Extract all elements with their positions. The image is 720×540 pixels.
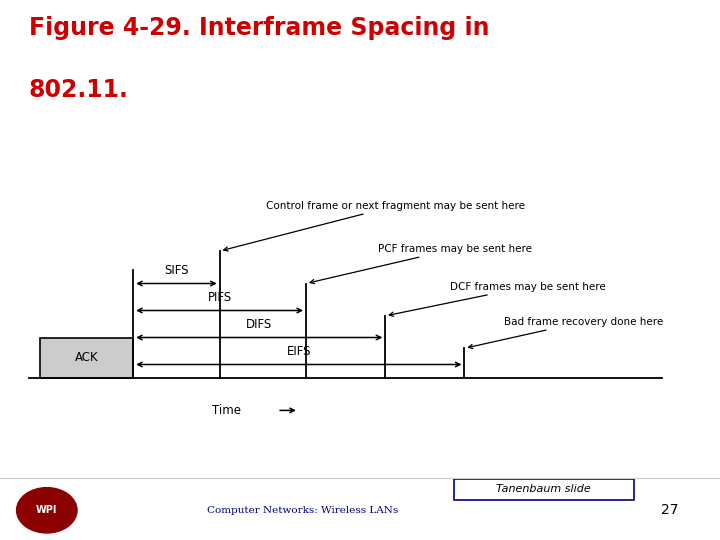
Circle shape xyxy=(17,488,77,533)
Text: Control frame or next fragment may be sent here: Control frame or next fragment may be se… xyxy=(224,200,526,251)
Text: Figure 4-29. Interframe Spacing in: Figure 4-29. Interframe Spacing in xyxy=(29,16,490,40)
Text: SIFS: SIFS xyxy=(164,264,189,277)
Text: 802.11.: 802.11. xyxy=(29,78,129,102)
Text: Tanenbaum slide: Tanenbaum slide xyxy=(496,484,591,494)
Text: Bad frame recovery done here: Bad frame recovery done here xyxy=(469,316,663,348)
Text: WPI: WPI xyxy=(36,505,58,515)
Text: DIFS: DIFS xyxy=(246,318,272,331)
Text: EIFS: EIFS xyxy=(287,345,311,358)
Text: 27: 27 xyxy=(661,503,678,517)
Text: DCF frames may be sent here: DCF frames may be sent here xyxy=(390,281,606,316)
Bar xyxy=(40,338,133,378)
Text: Time: Time xyxy=(212,404,241,417)
Text: PCF frames may be sent here: PCF frames may be sent here xyxy=(310,244,532,284)
Bar xyxy=(454,479,634,500)
Text: Computer Networks: Wireless LANs: Computer Networks: Wireless LANs xyxy=(207,506,398,515)
Text: ACK: ACK xyxy=(75,351,98,364)
Text: PIFS: PIFS xyxy=(207,291,232,304)
